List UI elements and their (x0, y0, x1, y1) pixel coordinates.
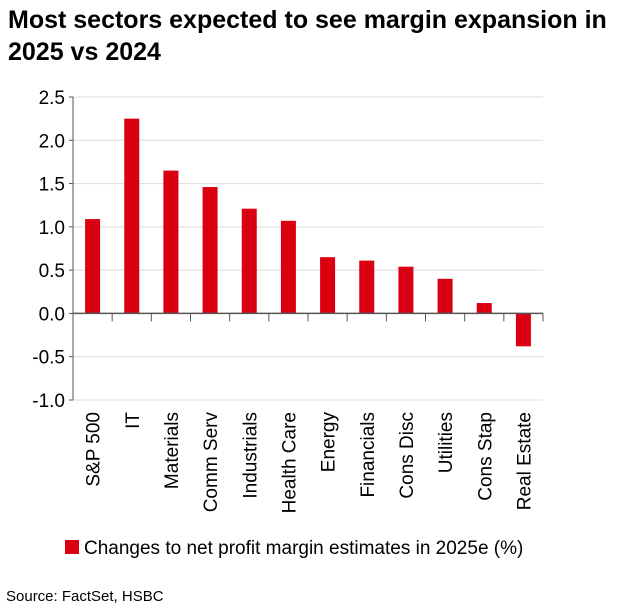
y-tick-label: 2.0 (39, 131, 65, 152)
y-tick-label: 0.5 (39, 261, 65, 282)
x-tick-label: Cons Disc (397, 412, 418, 499)
x-tick-label: IT (123, 412, 144, 429)
x-tick-label: Real Estate (514, 412, 535, 510)
y-tick-label: 1.5 (39, 175, 65, 196)
legend-label: Changes to net profit margin estimates i… (84, 538, 523, 559)
bar-7 (359, 260, 375, 314)
x-tick-label: Comm Serv (201, 412, 222, 513)
x-tick-label: Financials (358, 412, 379, 498)
x-tick-label: S&P 500 (84, 412, 105, 487)
bar-10 (476, 303, 492, 314)
bar-3 (202, 187, 218, 314)
chart-title: Most sectors expected to see margin expa… (8, 6, 607, 66)
x-tick-label: Cons Stap (475, 412, 496, 501)
bar-4 (241, 208, 257, 314)
bar-6 (320, 257, 336, 314)
bar-0 (85, 219, 101, 314)
bar-2 (163, 170, 179, 314)
bar-5 (280, 220, 296, 314)
x-tick-label: Materials (162, 412, 183, 489)
x-tick-label: Health Care (279, 412, 300, 513)
bar-11 (515, 313, 531, 347)
y-tick-label: 0.0 (39, 304, 65, 325)
y-tick-label: -0.5 (32, 348, 65, 369)
x-tick-label: Energy (319, 412, 340, 473)
legend-swatch (65, 540, 79, 554)
x-tick-label: Utilities (436, 412, 457, 473)
y-tick-label: 1.0 (39, 218, 65, 239)
source-note: Source: FactSet, HSBC (6, 588, 164, 605)
y-tick-label: -1.0 (32, 391, 65, 412)
x-tick-label: Industrials (240, 412, 261, 499)
y-tick-label: 2.5 (39, 88, 65, 109)
bar-1 (124, 118, 140, 314)
bar-9 (437, 278, 453, 314)
bar-8 (398, 266, 414, 314)
